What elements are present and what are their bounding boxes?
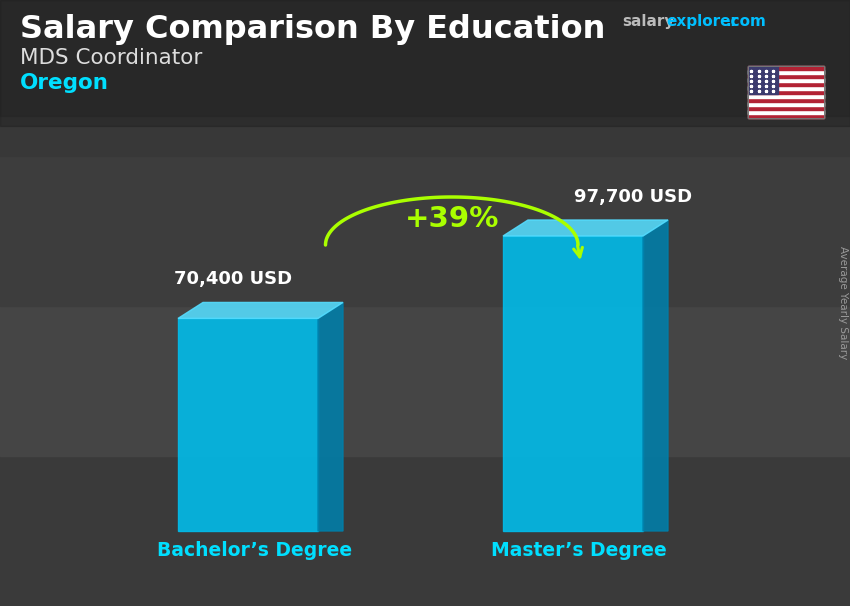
- Bar: [748, 66, 824, 118]
- Bar: [748, 66, 824, 70]
- Text: Average Yearly Salary: Average Yearly Salary: [838, 247, 848, 359]
- Bar: [748, 74, 824, 78]
- Text: 97,700 USD: 97,700 USD: [575, 188, 693, 206]
- Text: salary: salary: [622, 14, 674, 29]
- Bar: [748, 86, 824, 90]
- Bar: [748, 82, 824, 86]
- Bar: [0, 0, 850, 116]
- Bar: [748, 94, 824, 98]
- Polygon shape: [503, 236, 643, 531]
- Text: MDS Coordinator: MDS Coordinator: [20, 48, 202, 68]
- Bar: [748, 102, 824, 106]
- Bar: [0, 456, 850, 606]
- Bar: [748, 66, 824, 118]
- Bar: [748, 106, 824, 110]
- Bar: [748, 98, 824, 102]
- Bar: [748, 78, 824, 82]
- Bar: [748, 70, 824, 74]
- Text: 70,400 USD: 70,400 USD: [174, 270, 292, 288]
- Bar: [748, 90, 824, 94]
- Text: Master’s Degree: Master’s Degree: [491, 541, 667, 560]
- Bar: [0, 0, 850, 156]
- Bar: [748, 110, 824, 114]
- Bar: [0, 0, 850, 126]
- Text: .com: .com: [726, 14, 767, 29]
- Bar: [748, 114, 824, 118]
- Bar: [0, 306, 850, 456]
- Polygon shape: [318, 302, 343, 531]
- Text: Oregon: Oregon: [20, 73, 109, 93]
- Text: Salary Comparison By Education: Salary Comparison By Education: [20, 14, 605, 45]
- Polygon shape: [178, 302, 343, 318]
- Polygon shape: [503, 220, 668, 236]
- Polygon shape: [178, 318, 318, 531]
- Bar: [0, 156, 850, 306]
- Text: +39%: +39%: [405, 205, 499, 233]
- Text: explorer: explorer: [666, 14, 738, 29]
- Text: Bachelor’s Degree: Bachelor’s Degree: [156, 541, 352, 560]
- Bar: [748, 66, 779, 94]
- Polygon shape: [643, 220, 668, 531]
